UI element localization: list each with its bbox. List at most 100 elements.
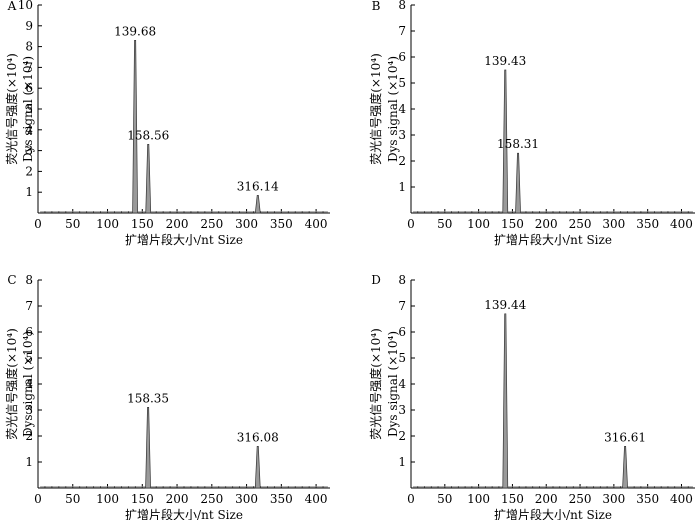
y-tick-label: 8 bbox=[25, 273, 33, 287]
y-tick-label: 7 bbox=[25, 60, 33, 74]
y-ticks: 1 2 3 4 5 6 7 8 bbox=[398, 273, 415, 469]
y-tick-label: 7 bbox=[398, 24, 406, 38]
x-tick-label: 400 bbox=[670, 492, 693, 506]
x-tick-label: 400 bbox=[305, 492, 328, 506]
y-axis-title-cn: 荧光信号强度(×10⁴) bbox=[368, 328, 383, 440]
x-tick-label: 250 bbox=[569, 492, 592, 506]
y-tick-label: 5 bbox=[25, 351, 33, 365]
panel-c: 0 50 100 150 200 250 300 350 400 1 2 3 4 5 6 7 8C 扩增片段大小/… bbox=[4, 273, 330, 520]
y-tick-label: 2 bbox=[25, 429, 33, 443]
x-tick-label: 50 bbox=[65, 492, 80, 506]
y-tick-label: 6 bbox=[398, 50, 406, 64]
x-tick-label: 150 bbox=[131, 217, 154, 231]
y-tick-label: 4 bbox=[398, 377, 406, 391]
y-tick-label: 2 bbox=[25, 164, 33, 178]
x-tick-label: 350 bbox=[270, 492, 293, 506]
peak-mark bbox=[502, 313, 509, 489]
peak-label: 139.68 bbox=[114, 24, 156, 38]
peak-mark bbox=[254, 446, 261, 489]
panel-letter: C bbox=[7, 273, 16, 287]
y-axis-title-cn: 荧光信号强度(×10⁴) bbox=[4, 53, 19, 165]
peaks: 139.43 158.31 bbox=[413, 54, 693, 214]
peak-mark bbox=[145, 407, 151, 489]
x-tick-label: 150 bbox=[501, 217, 524, 231]
x-tick-label: 200 bbox=[166, 217, 189, 231]
peak-label: 139.44 bbox=[484, 298, 526, 312]
peak-label: 158.31 bbox=[497, 137, 539, 151]
y-axis-title-en: Dys signal (×10⁴) bbox=[21, 56, 35, 162]
peak-mark bbox=[132, 40, 138, 214]
y-tick-label: 6 bbox=[398, 325, 406, 339]
x-ticks: 0 50 100 150 200 250 300 350 400 bbox=[34, 484, 328, 506]
x-tick-label: 250 bbox=[200, 492, 223, 506]
peaks: 139.68 158.56 316.14 bbox=[40, 24, 328, 214]
y-ticks: 1 2 3 4 5 6 7 8 9 10 bbox=[18, 0, 42, 199]
y-tick-label: 7 bbox=[25, 299, 33, 313]
peak-label: 316.08 bbox=[237, 430, 279, 444]
y-tick-label: 4 bbox=[398, 102, 406, 116]
x-tick-label: 150 bbox=[501, 492, 524, 506]
x-tick-label: 250 bbox=[569, 217, 592, 231]
x-tick-label: 400 bbox=[305, 217, 328, 231]
y-axis-title-en: Dys signal (×10⁴) bbox=[386, 56, 400, 162]
x-ticks: 0 50 100 150 200 250 300 350 400 bbox=[407, 484, 693, 506]
x-tick-label: 350 bbox=[636, 217, 659, 231]
y-tick-label: 1 bbox=[25, 185, 33, 199]
y-tick-label: 9 bbox=[25, 19, 33, 33]
x-tick-label: 350 bbox=[636, 492, 659, 506]
x-tick-label: 0 bbox=[407, 217, 415, 231]
y-tick-label: 5 bbox=[25, 102, 33, 116]
y-tick-label: 4 bbox=[25, 123, 33, 137]
x-tick-label: 50 bbox=[437, 217, 452, 231]
x-axis-title: 扩增片段大小/nt Size bbox=[494, 507, 612, 520]
x-tick-label: 150 bbox=[131, 492, 154, 506]
peak-mark bbox=[502, 69, 509, 214]
y-tick-label: 8 bbox=[398, 273, 406, 287]
y-ticks: 1 2 3 4 5 6 7 8 bbox=[25, 273, 42, 469]
x-tick-label: 300 bbox=[602, 492, 625, 506]
x-tick-label: 100 bbox=[96, 217, 119, 231]
y-tick-label: 2 bbox=[398, 154, 406, 168]
y-tick-label: 1 bbox=[398, 180, 406, 194]
peak-mark bbox=[254, 194, 261, 214]
y-tick-label: 8 bbox=[25, 40, 33, 54]
x-axis-title: 扩增片段大小/nt Size bbox=[125, 232, 243, 247]
x-axis-title: 扩增片段大小/nt Size bbox=[494, 232, 612, 247]
x-tick-label: 350 bbox=[270, 217, 293, 231]
y-tick-label: 10 bbox=[18, 0, 33, 12]
x-ticks: 0 50 100 150 200 250 300 350 400 bbox=[34, 209, 328, 231]
x-tick-label: 200 bbox=[535, 492, 558, 506]
x-tick-label: 50 bbox=[437, 492, 452, 506]
y-tick-label: 5 bbox=[398, 351, 406, 365]
x-tick-label: 100 bbox=[467, 217, 490, 231]
y-tick-label: 3 bbox=[25, 403, 33, 417]
x-ticks: 0 50 100 150 200 250 300 350 400 bbox=[407, 209, 693, 231]
x-tick-label: 100 bbox=[467, 492, 490, 506]
y-tick-label: 2 bbox=[398, 429, 406, 443]
panel-a: 0 50 100 150 200 250 300 350 400 1 2 3 4 5 6 7 8 9 10A 扩增片段… bbox=[4, 0, 330, 247]
peak-label: 139.43 bbox=[484, 54, 526, 68]
x-tick-label: 250 bbox=[200, 217, 223, 231]
x-tick-label: 300 bbox=[235, 217, 258, 231]
peaks: 139.44 316.61 bbox=[413, 298, 693, 489]
peaks: 158.35 316.08 bbox=[40, 391, 328, 489]
panel-letter: D bbox=[371, 273, 381, 287]
x-tick-label: 300 bbox=[235, 492, 258, 506]
panel-b: 0 50 100 150 200 250 300 350 400 1 2 3 4 5 6 7 8 B 扩增片段大小/… bbox=[368, 0, 695, 247]
x-tick-label: 100 bbox=[96, 492, 119, 506]
panel-d: 0 50 100 150 200 250 300 350 400 1 2 3 4 5 6 7 8 D 扩增片段大小/… bbox=[368, 273, 695, 520]
y-tick-label: 6 bbox=[25, 81, 33, 95]
y-axis-title-cn: 荧光信号强度(×10⁴) bbox=[4, 328, 19, 440]
y-tick-label: 5 bbox=[398, 76, 406, 90]
peak-label: 316.61 bbox=[604, 430, 646, 444]
peak-label: 316.14 bbox=[237, 179, 279, 193]
x-tick-label: 200 bbox=[535, 217, 558, 231]
x-tick-label: 0 bbox=[34, 492, 42, 506]
x-tick-label: 400 bbox=[670, 217, 693, 231]
y-tick-label: 4 bbox=[25, 377, 33, 391]
y-tick-label: 3 bbox=[25, 144, 33, 158]
peak-label: 158.56 bbox=[127, 128, 169, 142]
x-tick-label: 300 bbox=[602, 217, 625, 231]
panel-letter: B bbox=[372, 0, 381, 13]
y-tick-label: 1 bbox=[25, 455, 33, 469]
